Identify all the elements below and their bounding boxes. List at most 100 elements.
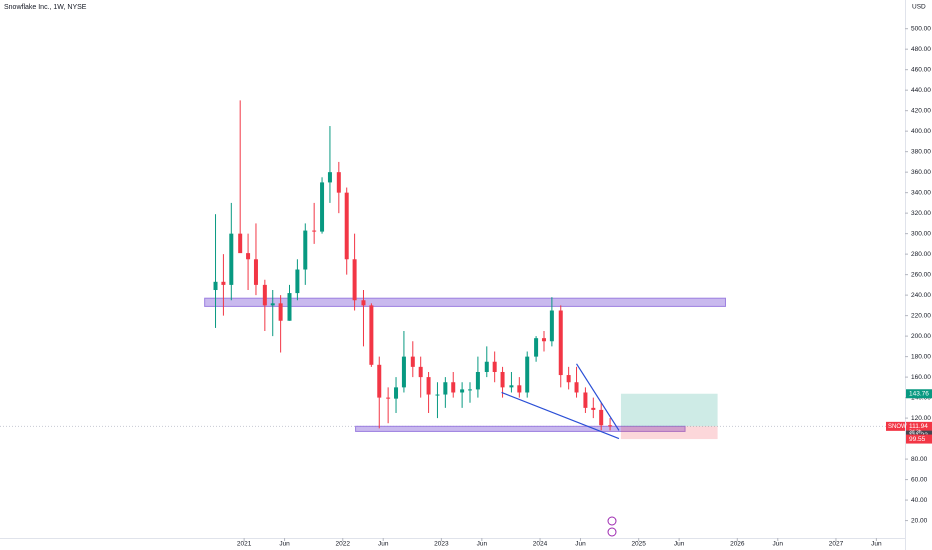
chart-title: Snowflake Inc., 1W, NYSE	[4, 4, 87, 11]
candle-body	[549, 310, 554, 342]
y-tick-label: 160.00	[911, 374, 931, 381]
candle-body	[435, 394, 440, 396]
y-tick-label: 340.00	[911, 189, 931, 196]
y-tick-label: 180.00	[911, 353, 931, 360]
x-tick-label: Jun	[871, 541, 882, 548]
candle-body	[369, 305, 374, 365]
candle-body	[221, 281, 226, 285]
profit-zone	[620, 393, 718, 427]
y-tick-label: 320.00	[911, 210, 931, 217]
y-tick-label: 360.00	[911, 169, 931, 176]
candle-body	[534, 338, 539, 357]
candle-body	[484, 361, 489, 372]
candle-body	[377, 364, 382, 398]
candle-body	[591, 407, 596, 410]
candle-body	[558, 310, 563, 376]
candle-body	[410, 356, 415, 367]
y-tick-label: 120.00	[911, 415, 931, 422]
candle-body	[608, 425, 613, 427]
zone	[355, 425, 686, 432]
x-tick-label: Jun	[279, 541, 290, 548]
candle-body	[303, 230, 308, 270]
candle-body	[525, 356, 530, 393]
x-tick-label: 2026	[730, 541, 745, 548]
candle-body	[443, 382, 448, 395]
candle-body	[270, 303, 275, 306]
candle-body	[344, 192, 349, 260]
price-label-box	[906, 389, 932, 399]
y-tick-label: 40.00	[911, 497, 928, 504]
candle-body	[278, 303, 283, 321]
candle-body	[451, 382, 456, 393]
x-tick-label: Jun	[378, 541, 389, 548]
candle-body	[352, 259, 357, 301]
y-tick-label: 220.00	[911, 312, 931, 319]
candle-body	[401, 356, 406, 388]
y-tick-label: 380.00	[911, 148, 931, 155]
y-tick-label: 240.00	[911, 292, 931, 299]
candle-body	[386, 397, 391, 399]
x-tick-label: Jun	[773, 541, 784, 548]
candle-body	[418, 366, 423, 378]
x-tick-label: Jun	[477, 541, 488, 548]
countdown: 3d 3h	[909, 430, 922, 436]
candle-body	[253, 259, 258, 285]
candle-body	[394, 387, 399, 399]
y-tick-label: 480.00	[911, 46, 931, 53]
candle-body	[566, 375, 571, 383]
candle-body	[517, 385, 522, 393]
candle-body	[262, 284, 267, 306]
zone	[204, 297, 726, 307]
y-tick-label: 440.00	[911, 87, 931, 94]
currency: USD	[912, 4, 926, 11]
symbol-tag: SNOW	[888, 424, 907, 430]
x-tick-label: Jun	[575, 541, 586, 548]
event-icon[interactable]	[607, 527, 617, 537]
candle-body	[320, 182, 325, 232]
candle-body	[583, 392, 588, 408]
event-icon[interactable]	[607, 516, 617, 526]
x-tick-label: 2024	[533, 541, 548, 548]
candle-body	[599, 409, 604, 426]
price-label-box	[906, 434, 932, 444]
x-tick-label: 2023	[434, 541, 449, 548]
candle-body	[460, 389, 465, 393]
candle-body	[213, 281, 218, 291]
candle-body	[541, 338, 546, 342]
trendline	[576, 363, 620, 431]
x-tick-label: 2025	[631, 541, 646, 548]
candle-body	[229, 233, 234, 285]
price-label-box	[906, 421, 932, 431]
candle-body	[312, 230, 317, 232]
price-label: 99.55	[909, 436, 926, 443]
candle-body	[426, 377, 431, 395]
trendline	[501, 391, 620, 440]
y-tick-label: 20.00	[911, 517, 928, 524]
candle-body	[500, 371, 505, 388]
candle-body	[468, 389, 473, 391]
x-tick-label: 2027	[829, 541, 844, 548]
candle-body	[574, 382, 579, 393]
y-tick-label: 60.00	[911, 476, 928, 483]
y-tick-label: 300.00	[911, 230, 931, 237]
candle-body	[295, 269, 300, 294]
candle-body	[475, 371, 480, 390]
y-tick-label: 420.00	[911, 107, 931, 114]
y-tick-label: 80.00	[911, 456, 928, 463]
y-tick-label: 400.00	[911, 128, 931, 135]
y-tick-label: 500.00	[911, 25, 931, 32]
y-tick-label: 200.00	[911, 333, 931, 340]
price-label: 111.94	[909, 423, 928, 430]
x-tick-label: 2022	[336, 541, 351, 548]
candle-body	[246, 253, 251, 260]
symbol-tag-box	[886, 421, 905, 431]
y-tick-label: 280.00	[911, 251, 931, 258]
candle-body	[287, 293, 292, 321]
x-tick-label: 2021	[237, 541, 252, 548]
candle-body	[361, 300, 366, 306]
candle-body	[327, 172, 332, 183]
candle-body	[336, 172, 341, 193]
candle-body	[238, 233, 243, 254]
